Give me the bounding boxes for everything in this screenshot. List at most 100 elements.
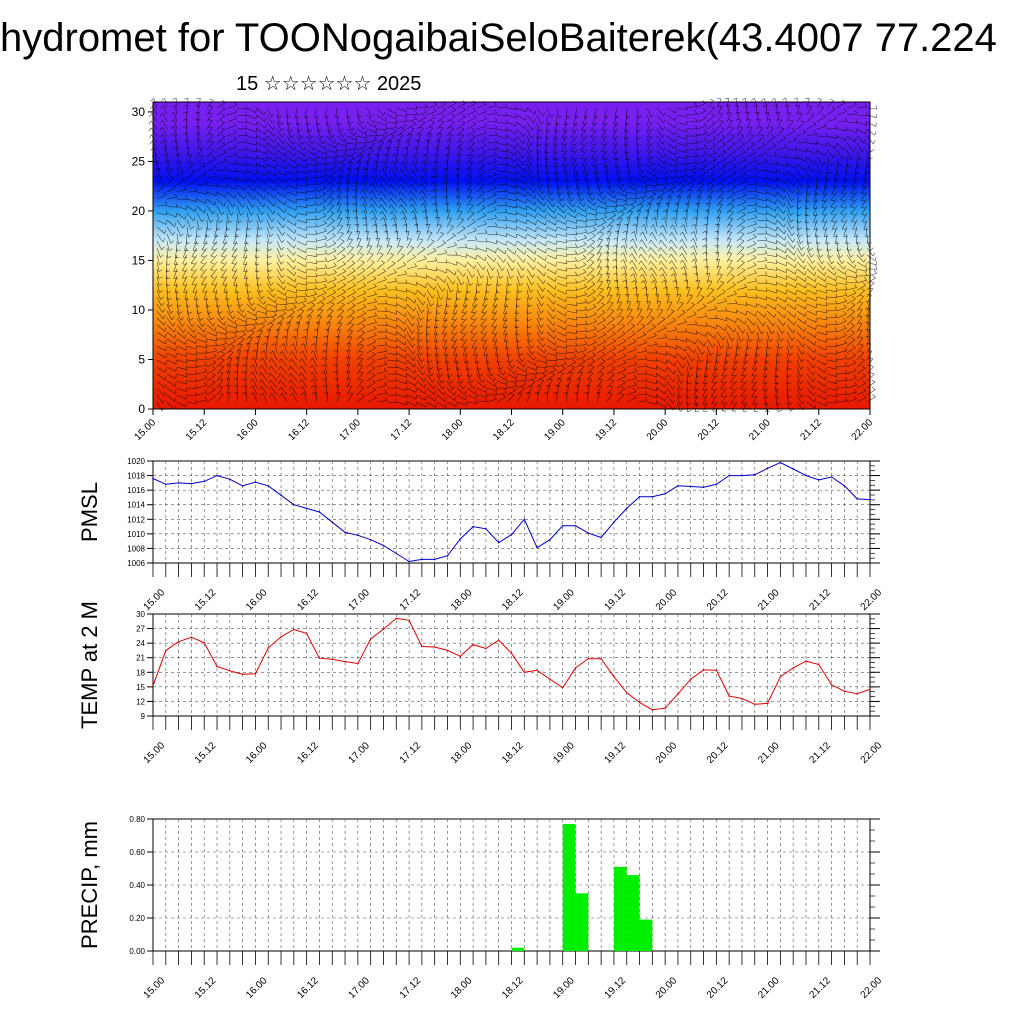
wind-barb xyxy=(296,268,307,274)
wind-barb xyxy=(626,224,629,235)
wind-barb xyxy=(576,279,587,284)
wind-barb-feather xyxy=(559,192,563,195)
wind-barb xyxy=(636,177,646,184)
wind-barb xyxy=(255,261,258,272)
wind-barb-feather xyxy=(613,279,618,282)
wind-barb xyxy=(386,280,397,284)
wind-barb xyxy=(746,152,757,158)
wind-barb-feather xyxy=(652,191,656,195)
wind-barb xyxy=(326,198,335,207)
wind-barb-feather xyxy=(497,283,502,287)
wind-barb-feather xyxy=(352,209,357,212)
wind-barb xyxy=(766,104,768,116)
wind-barb xyxy=(786,268,796,275)
wind-barb xyxy=(556,226,567,231)
wind-barb-feather xyxy=(718,273,723,275)
wind-barb-feather xyxy=(265,130,267,135)
wind-barb xyxy=(586,254,595,263)
wind-barb xyxy=(496,268,501,279)
wind-barb-feather xyxy=(545,256,547,261)
wind-barb-feather xyxy=(740,246,745,249)
wind-barb-feather xyxy=(655,172,657,177)
wind-barb-feather xyxy=(565,245,568,250)
wind-barb-feather xyxy=(274,186,277,191)
wind-barb xyxy=(466,230,477,235)
wind-barb xyxy=(393,217,398,228)
wind-barb xyxy=(666,203,670,214)
wind-barb xyxy=(846,156,849,168)
wind-barb xyxy=(210,254,218,263)
wind-barb xyxy=(796,131,807,137)
wind-barb xyxy=(401,169,408,179)
wind-barb-feather xyxy=(253,195,256,200)
wind-barb xyxy=(766,268,777,271)
wind-barb xyxy=(436,282,443,292)
wind-barb xyxy=(336,154,347,158)
wind-barb xyxy=(411,197,418,207)
wind-barb-feather xyxy=(331,134,335,138)
wind-barb-feather xyxy=(257,283,262,287)
wind-barb-feather xyxy=(252,203,256,208)
wind-barb xyxy=(466,169,473,179)
wind-barb xyxy=(296,233,307,239)
wind-barb-feather xyxy=(324,249,328,254)
wind-barb xyxy=(836,102,846,109)
wind-barb xyxy=(286,135,293,145)
wind-barb-feather xyxy=(638,246,642,251)
wind-barb-feather xyxy=(314,193,318,198)
wind-barb xyxy=(846,128,857,134)
wind-barb xyxy=(466,221,476,228)
wind-barb xyxy=(556,268,567,272)
wind-barb xyxy=(516,219,527,225)
wind-barb-feather xyxy=(752,247,757,251)
wind-barb xyxy=(276,219,284,229)
wind-barb xyxy=(156,212,167,216)
wind-barb-feather xyxy=(810,113,815,116)
wind-barb-feather xyxy=(825,132,828,137)
wind-barb-feather xyxy=(398,198,401,202)
wind-barb-feather xyxy=(707,280,712,282)
wind-barb xyxy=(485,282,488,293)
wind-barb-feather xyxy=(620,252,624,256)
wind-barb xyxy=(646,142,651,153)
wind-barb-feather xyxy=(306,123,311,126)
wind-barb-feather xyxy=(315,252,318,257)
wind-barb xyxy=(806,261,814,270)
wind-barb xyxy=(316,208,327,214)
wind-barb xyxy=(564,114,568,125)
wind-barb xyxy=(363,182,368,193)
wind-barb xyxy=(602,114,608,125)
wind-barb-feather xyxy=(850,254,854,258)
wind-barb-feather xyxy=(738,126,743,128)
wind-barb xyxy=(546,107,551,118)
wind-barb-feather xyxy=(354,131,357,136)
wind-barb-feather xyxy=(339,168,344,171)
wind-barb-feather xyxy=(685,105,688,110)
wind-barb xyxy=(391,169,398,179)
wind-barb-feather xyxy=(304,292,308,297)
wind-barb-feather xyxy=(721,183,725,186)
wind-barb xyxy=(796,282,806,289)
wind-barb xyxy=(536,261,545,269)
wind-barb xyxy=(615,259,618,270)
wind-barb-feather xyxy=(814,193,819,195)
wind-barb-feather xyxy=(332,289,336,293)
wind-barb xyxy=(436,140,441,151)
wind-barb-feather xyxy=(829,255,833,258)
wind-barb xyxy=(660,260,668,270)
wind-barb xyxy=(856,128,866,135)
wind-barb xyxy=(296,226,307,231)
wind-barb xyxy=(786,177,794,186)
wind-barb-feather xyxy=(245,284,250,287)
wind-barb-feather xyxy=(508,283,513,287)
wind-barb xyxy=(236,198,243,208)
wind-barb xyxy=(372,175,378,186)
wind-barb xyxy=(864,163,868,174)
wind-barb xyxy=(836,111,847,116)
wind-barb-feather xyxy=(550,114,554,118)
wind-barb xyxy=(181,268,188,278)
wind-barb-feather xyxy=(323,227,327,232)
wind-barb xyxy=(506,107,517,110)
wind-barb xyxy=(246,177,256,184)
wind-barb xyxy=(816,163,821,174)
